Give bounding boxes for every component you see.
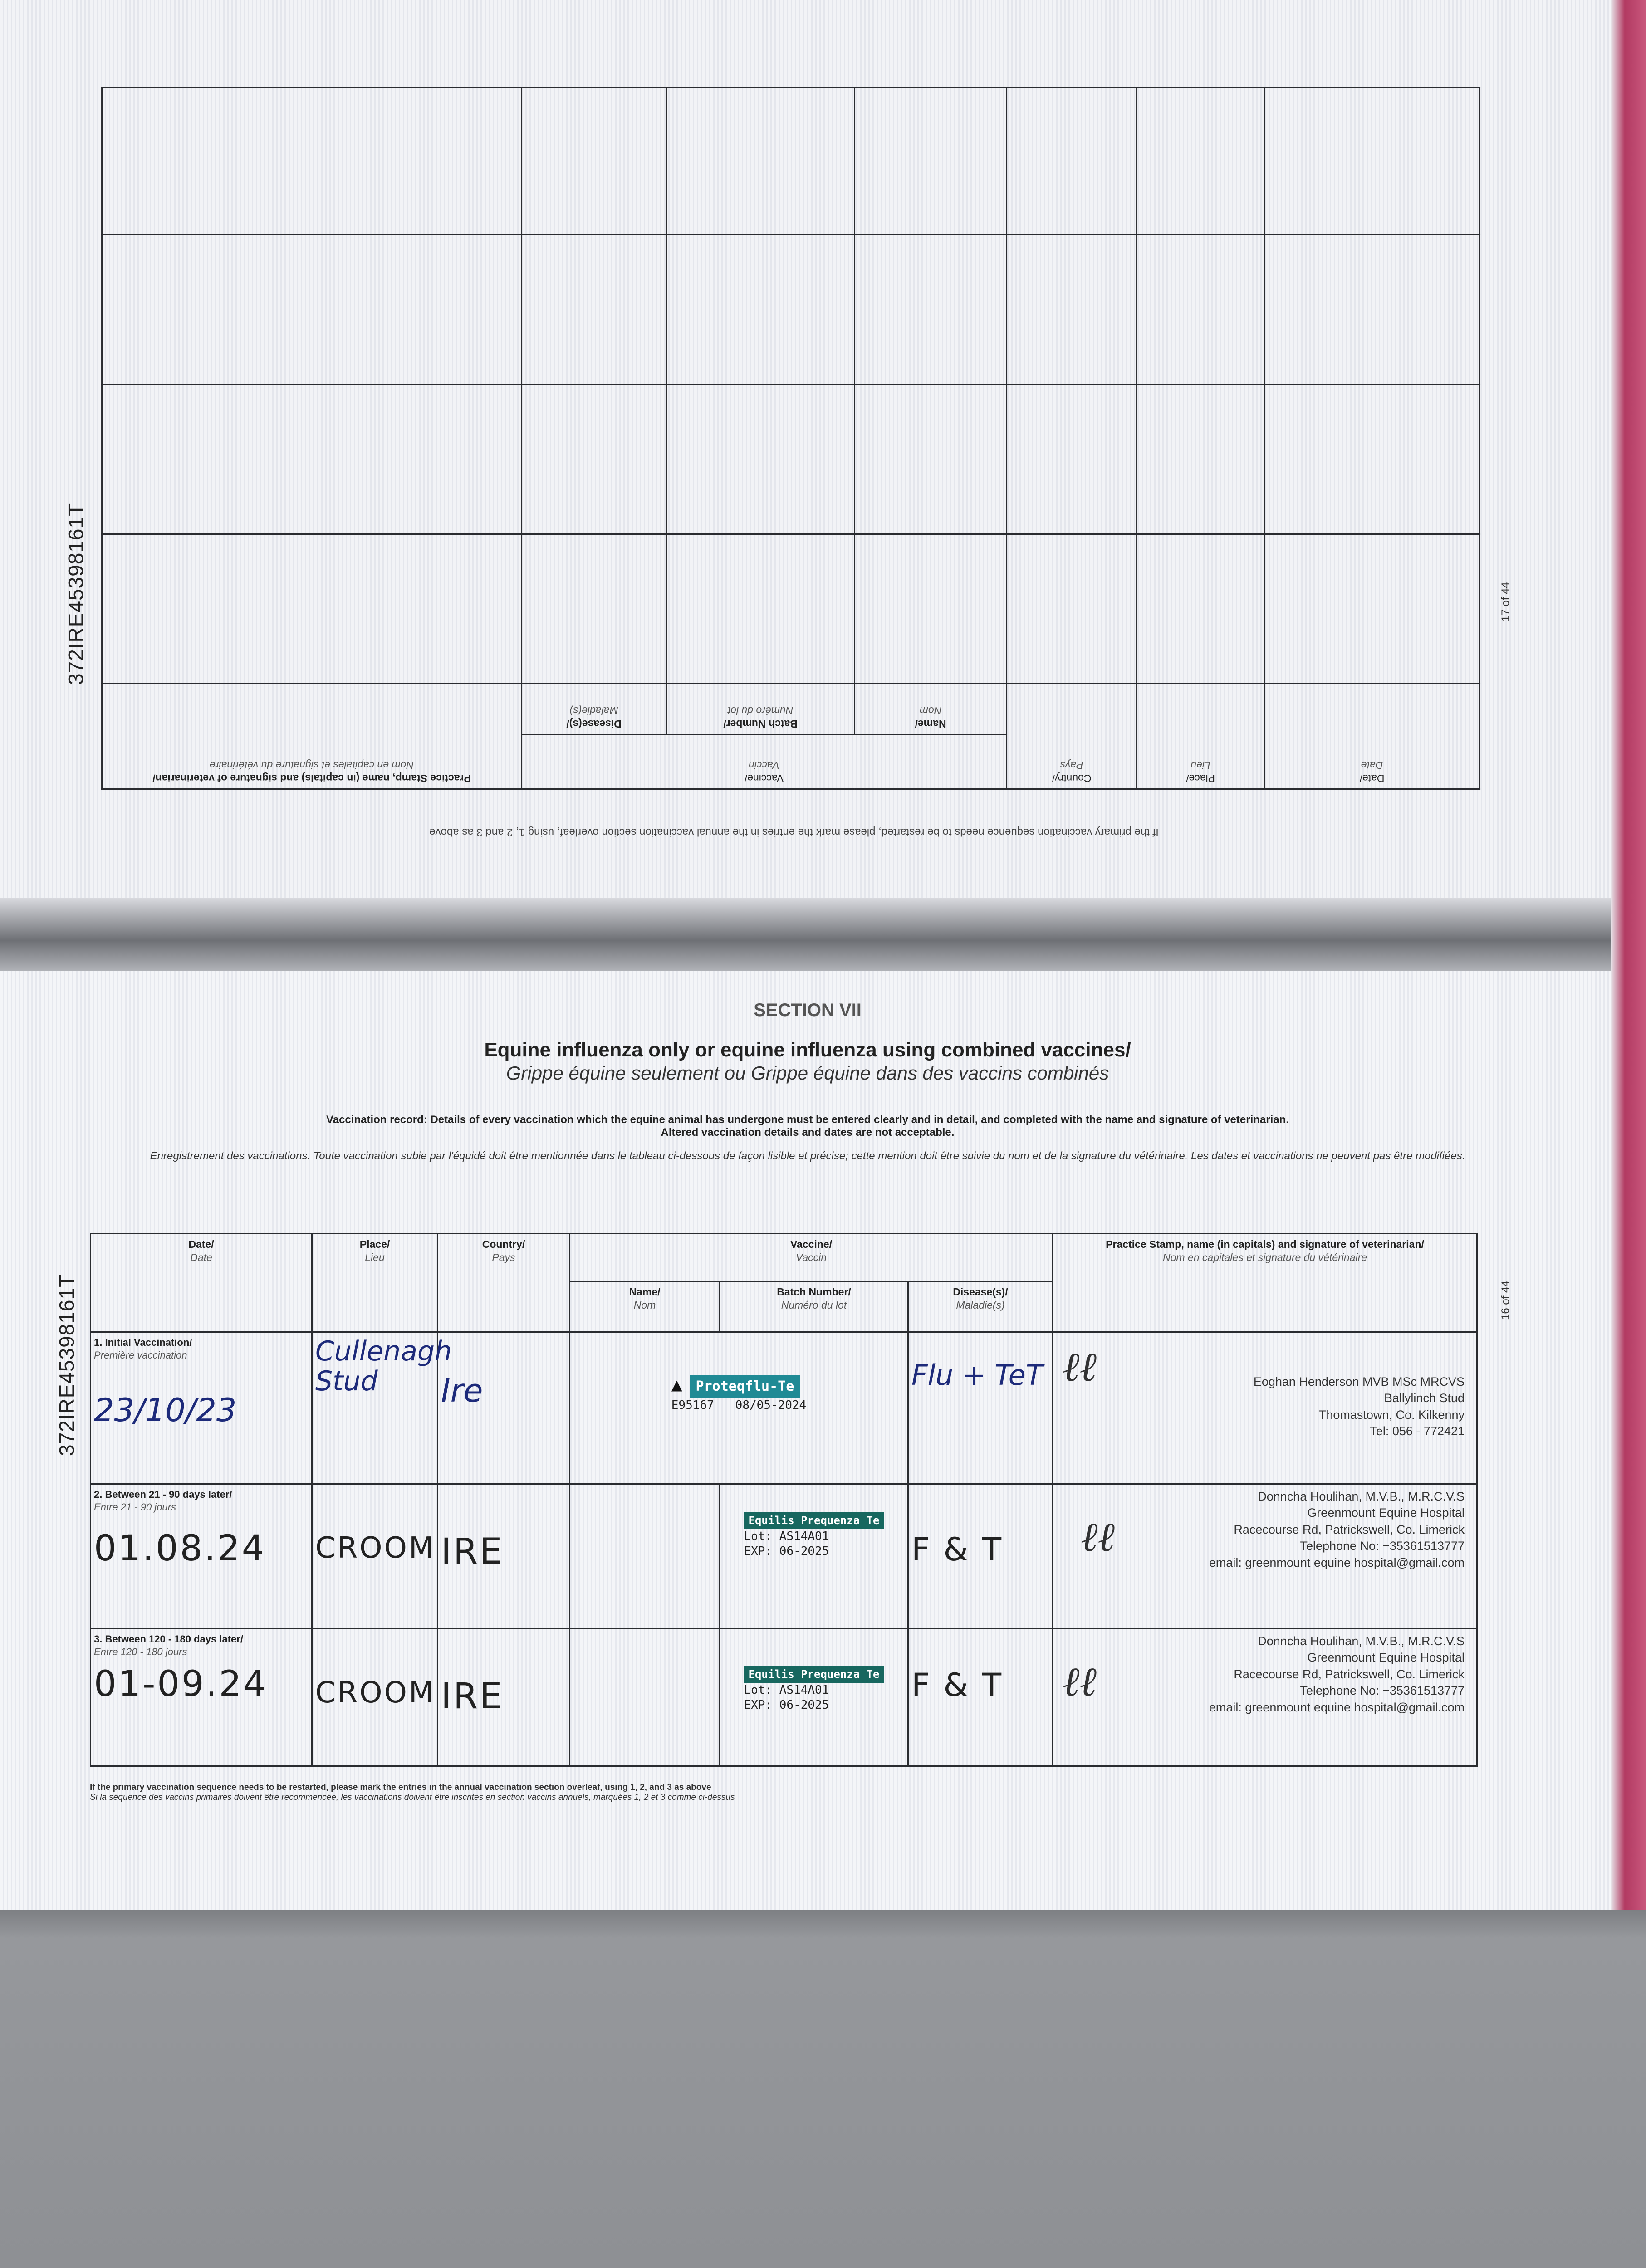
vaccine-sticker: Equilis Prequenza Te Lot: AS14A01 EXP: 06-… (719, 1628, 909, 1767)
vaccination-table: Date/Date Place/Lieu Country/Pays Vaccin… (90, 1233, 1478, 1767)
handwritten-disease: F & T (907, 1628, 1054, 1767)
vet-stamp: ℓℓ Donncha Houlihan, M.V.B., M.R.C.V.S Gr… (1052, 1628, 1478, 1767)
header-batch: Batch Number/Numéro du lot (666, 684, 855, 735)
handwritten-disease: Flu + TeT (907, 1331, 1054, 1485)
table-row (102, 384, 1480, 534)
row-date-cell: 1. Initial Vaccination/Première vaccinat… (90, 1331, 313, 1485)
header-stamp: Practice Stamp, name (in capitals) and s… (102, 684, 522, 789)
signature: ℓℓ (1063, 1658, 1097, 1706)
vaccine-sticker: Equilis Prequenza Te Lot: AS14A01 EXP: 06-… (719, 1483, 909, 1629)
vet-stamp: ℓℓ Eoghan Henderson MVB MSc MRCVS Ballyli… (1052, 1331, 1478, 1485)
header-batch: Batch Number/Numéro du lot (719, 1281, 909, 1333)
table-row (102, 87, 1480, 235)
table-row: 3. Between 120 - 180 days later/Entre 12… (90, 1628, 1478, 1767)
header-vaccine: Vaccine/Vaccin (521, 734, 1007, 789)
page-title-fr: Grippe équine seulement ou Grippe équine… (506, 1062, 1109, 1084)
handwritten-country: IRE (437, 1483, 570, 1629)
header-vaccine: Vaccine/Vaccin (568, 1233, 1054, 1282)
handwritten-country: IRE (437, 1628, 570, 1767)
header-name: Name/Nom (569, 1281, 720, 1333)
handwritten-disease: F & T (907, 1483, 1054, 1629)
header-date: Date/Date (90, 1233, 313, 1333)
handwritten-date: 01.08.24 (94, 1528, 266, 1569)
header-disease: Disease(s)/Maladie(s) (907, 1281, 1054, 1333)
page-number: 17 of 44 (1499, 582, 1512, 621)
row-date-cell: 3. Between 120 - 180 days later/Entre 12… (90, 1628, 313, 1767)
handwritten-country: Ire (437, 1331, 570, 1485)
header-country: Country/Pays (437, 1233, 570, 1333)
upper-page: Date/Date Place/Lieu Country/Pays Vaccin… (0, 0, 1615, 962)
page-title: Equine influenza only or equine influenz… (484, 1039, 1131, 1061)
handwritten-date: 01-09.24 (94, 1664, 268, 1705)
handwritten-place: CROOM (311, 1483, 438, 1629)
row-date-cell: 2. Between 21 - 90 days later/Entre 21 -… (90, 1483, 313, 1629)
handwritten-date: 23/10/23 (94, 1392, 237, 1429)
table-row (102, 534, 1480, 684)
header-stamp: Practice Stamp, name (in capitals) and s… (1052, 1233, 1478, 1333)
header-place: Place/Lieu (311, 1233, 438, 1333)
header-date: Date/Date (1264, 684, 1480, 789)
document-id: 372IRE45398161T (55, 1274, 78, 1456)
vaccine-sticker: ▲ Proteqflu-Te E95167 08/05-2024 (569, 1331, 909, 1485)
header-place: Place/Lieu (1137, 684, 1264, 789)
passport-cover-edge (1611, 0, 1646, 1910)
intro-text-fr: Enregistrement des vaccinations. Toute v… (150, 1150, 1465, 1162)
document-id: 372IRE45398161T (64, 503, 88, 685)
header-country: Country/Pays (1006, 684, 1137, 789)
table-row: 1. Initial Vaccination/Première vaccinat… (90, 1331, 1478, 1485)
page-number: 16 of 44 (1499, 1281, 1512, 1320)
table-row: 2. Between 21 - 90 days later/Entre 21 -… (90, 1483, 1478, 1629)
table-row (102, 235, 1480, 385)
vet-stamp: ℓℓ Donncha Houlihan, M.V.B., M.R.C.V.S Gr… (1052, 1483, 1478, 1629)
scanner-background (0, 1910, 1646, 2268)
signature: ℓℓ (1081, 1513, 1115, 1561)
intro-text: Vaccination record: Details of every vac… (326, 1114, 1289, 1139)
handwritten-place: CROOM (311, 1628, 438, 1767)
footer-note: If the primary vaccination sequence need… (90, 1783, 735, 1802)
book-gutter (0, 898, 1615, 975)
header-name: Name/Nom (854, 684, 1007, 735)
section-title: SECTION VII (754, 1000, 862, 1020)
top-vaccination-table: Date/Date Place/Lieu Country/Pays Vaccin… (101, 87, 1480, 790)
signature: ℓℓ (1063, 1343, 1097, 1391)
upper-page-note: If the primary vaccination sequence need… (429, 826, 1159, 838)
header-disease: Disease(s)/Maladie(s) (521, 684, 666, 735)
handwritten-place: Cullenagh Stud (311, 1331, 452, 1485)
